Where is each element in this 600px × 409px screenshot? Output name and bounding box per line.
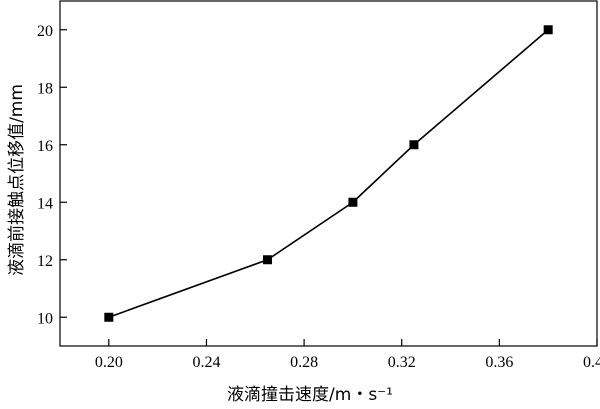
- data-point: [104, 312, 114, 322]
- x-tick-label: 0.24: [192, 354, 220, 371]
- y-axis-label: 液滴前接触点位移值/mm: [7, 84, 27, 276]
- y-tick-label: 16: [37, 138, 53, 155]
- data-point: [409, 140, 419, 150]
- x-tick-label: 0.28: [290, 354, 318, 371]
- x-tick-label: 0.40: [583, 354, 600, 371]
- y-axis-ticks: 10 12 14 16 18 20: [37, 23, 67, 327]
- y-tick-label: 18: [37, 80, 53, 97]
- x-axis-ticks: 0.20 0.24 0.28 0.32 0.36 0.40: [95, 339, 600, 371]
- data-point: [348, 197, 358, 207]
- y-tick-label: 20: [37, 23, 53, 40]
- x-tick-label: 0.32: [388, 354, 416, 371]
- x-tick-label: 0.36: [485, 354, 513, 371]
- data-point: [543, 25, 553, 35]
- x-axis-label: 液滴撞击速度/m・s⁻¹: [227, 385, 393, 405]
- y-tick-label: 12: [37, 253, 53, 270]
- series-markers: [104, 25, 553, 322]
- x-tick-label: 0.20: [95, 354, 123, 371]
- data-point: [262, 255, 272, 265]
- series-line: [108, 29, 549, 319]
- y-tick-label: 14: [37, 195, 53, 212]
- plot-frame: [59, 0, 598, 347]
- y-tick-label: 10: [37, 310, 53, 327]
